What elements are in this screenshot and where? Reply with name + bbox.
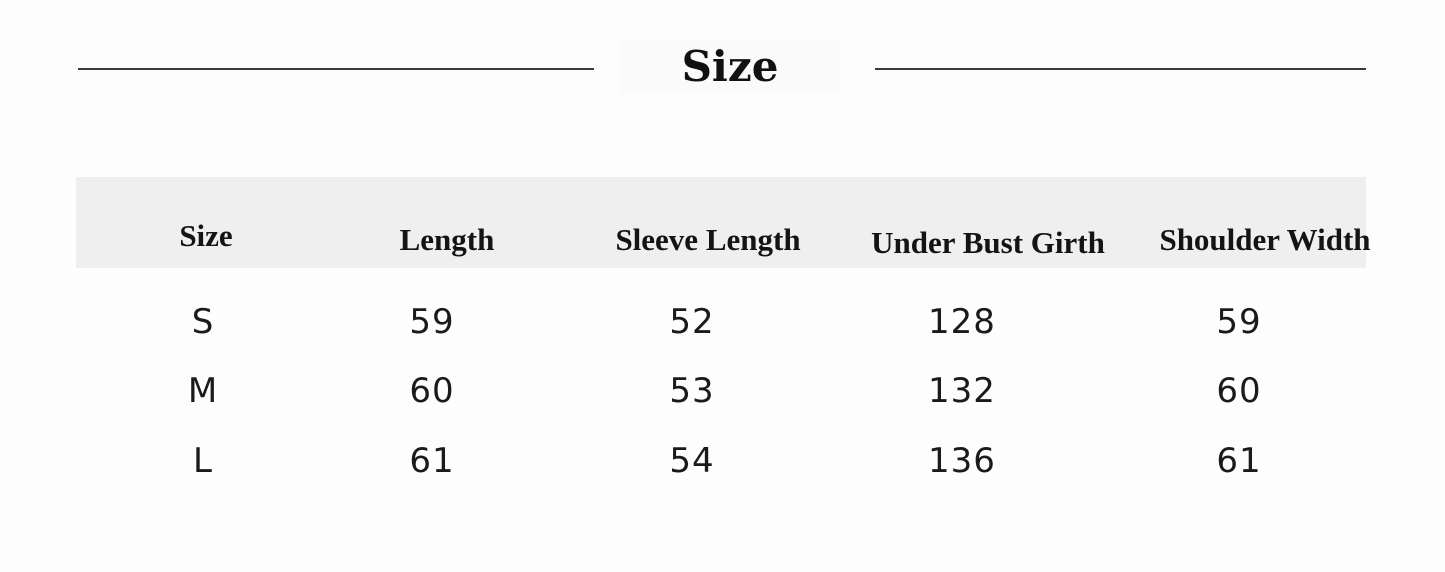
cell-shoulder-width: 61 bbox=[1216, 441, 1262, 481]
column-header-under-bust-girth: Under Bust Girth bbox=[871, 225, 1105, 260]
cell-shoulder-width: 60 bbox=[1216, 371, 1262, 411]
cell-shoulder-width: 59 bbox=[1216, 302, 1262, 342]
column-header-length: Length bbox=[399, 222, 495, 257]
cell-under-bust-girth: 132 bbox=[928, 371, 996, 411]
cell-length: 59 bbox=[409, 302, 455, 342]
cell-size: M bbox=[187, 371, 219, 411]
cell-under-bust-girth: 136 bbox=[928, 441, 996, 481]
column-header-sleeve-length: Sleeve Length bbox=[615, 222, 801, 257]
page-title: Size bbox=[620, 40, 840, 94]
column-header-size: Size bbox=[179, 218, 233, 253]
column-header-shoulder-width: Shoulder Width bbox=[1159, 222, 1371, 257]
cell-sleeve-length: 53 bbox=[669, 371, 715, 411]
table-header-row bbox=[76, 177, 1366, 268]
cell-length: 61 bbox=[409, 441, 455, 481]
cell-length: 60 bbox=[409, 371, 455, 411]
cell-under-bust-girth: 128 bbox=[928, 302, 996, 342]
title-rule-left bbox=[78, 68, 594, 70]
title-rule-right bbox=[875, 68, 1366, 70]
cell-sleeve-length: 52 bbox=[669, 302, 715, 342]
cell-size: L bbox=[193, 441, 213, 481]
cell-size: S bbox=[191, 302, 215, 342]
cell-sleeve-length: 54 bbox=[669, 441, 715, 481]
